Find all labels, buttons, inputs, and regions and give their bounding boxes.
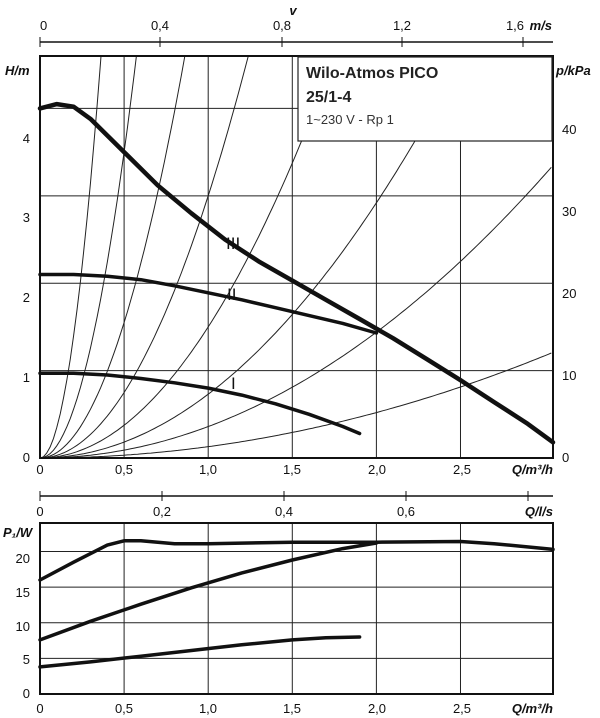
title-line1: Wilo-Atmos PICO [306,65,438,82]
q-tick-0: 0 [36,462,43,477]
top-v-label: v [289,3,297,18]
head-curve-III [37,101,556,445]
top-v-tick-3: 1,2 [393,18,411,33]
p-tick-10: 10 [562,368,576,383]
ql-tick-0-6: 0,6 [397,504,415,519]
power-curve-I [38,635,362,669]
power-curves [38,539,555,669]
curve-label-II: II [227,285,236,304]
q2-tick-2-5: 2,5 [453,701,471,716]
h-axis-label: H/m [5,63,30,78]
q2-tick-0: 0 [36,701,43,716]
h-tick-0: 0 [23,450,30,465]
p1-tick-5: 5 [23,652,30,667]
q2-tick-2-0: 2,0 [368,701,386,716]
system-curve-7 [40,166,552,459]
p-tick-20: 20 [562,286,576,301]
h-tick-4: 4 [23,131,30,146]
title-box [297,56,553,142]
top-v-tick-4: 1,6 [506,18,524,33]
q2-axis-label: Q/m³/h [512,701,553,716]
ql-axis-label: Q/l/s [525,504,553,519]
p1-axis-label: P₁/W [3,525,34,540]
p1-tick-10: 10 [16,619,30,634]
q-tick-1-5: 1,5 [283,462,301,477]
p1-tick-20: 20 [16,551,30,566]
q2-tick-0-5: 0,5 [115,701,133,716]
top-v-tick-2: 0,8 [273,18,291,33]
p1-tick-15: 15 [16,585,30,600]
ql-tick-0-2: 0,2 [153,504,171,519]
head-curves [37,101,556,445]
system-curve-6 [40,55,463,459]
head-plot-frame [39,55,554,459]
p-axis-label: p/kPa [555,63,591,78]
q-tick-2-0: 2,0 [368,462,386,477]
system-curve-5 [39,55,335,459]
top-v-unit: m/s [530,18,552,33]
q-tick-0-5: 0,5 [115,462,133,477]
p-tick-0: 0 [562,450,569,465]
system-curve-2 [39,55,137,459]
system-curve-1 [39,55,102,459]
q-axis-label: Q/m³/h [512,462,553,477]
ql-tick-0: 0 [36,504,43,519]
ql-tick-0-4: 0,4 [275,504,293,519]
title-line2: 25/1-4 [306,89,351,106]
system-curve-4 [39,55,249,459]
h-tick-3: 3 [23,210,30,225]
q-tick-1-0: 1,0 [199,462,217,477]
q2-tick-1-0: 1,0 [199,701,217,716]
h-tick-1: 1 [23,370,30,385]
ql-ticks [39,491,529,501]
head-curve-II [38,272,379,335]
title-line3: 1~230 V - Rp 1 [306,112,394,127]
h-tick-2: 2 [23,290,30,305]
top-v-tick-1: 0,4 [151,18,169,33]
system-curve-3 [39,55,186,459]
system-curve-8 [40,352,552,459]
p-tick-30: 30 [562,204,576,219]
power-curve-II [38,541,379,642]
p-tick-40: 40 [562,122,576,137]
curve-label-I: I [231,374,236,393]
curve-label-III: III [226,234,240,253]
q2-tick-1-5: 1,5 [283,701,301,716]
q-tick-2-5: 2,5 [453,462,471,477]
p1-tick-0: 0 [23,686,30,701]
head-curve-I [38,371,362,436]
top-v-ticks [39,37,524,47]
power-plot-frame [39,522,554,695]
power-curve-III [38,539,555,582]
top-v-tick-0: 0 [40,18,47,33]
power-plot-grid [40,523,553,694]
